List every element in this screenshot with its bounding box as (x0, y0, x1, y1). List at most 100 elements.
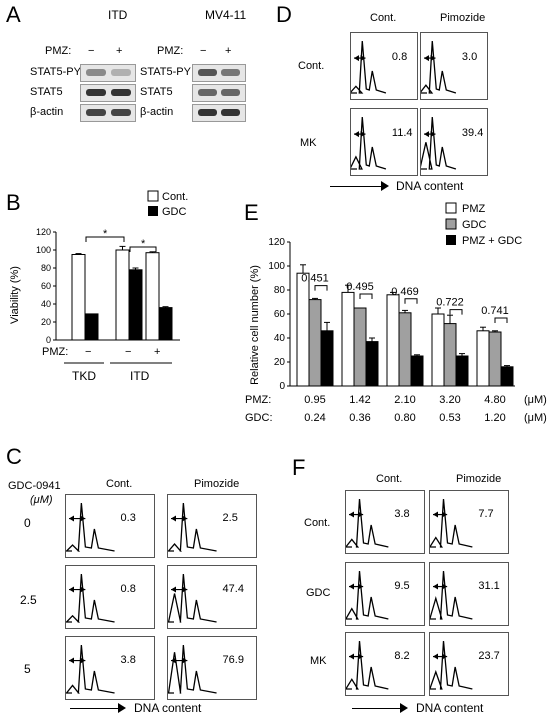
bar-b (158, 307, 173, 341)
bar-b (145, 252, 160, 341)
y-tick-label-b: 40 (41, 299, 51, 309)
ratio-bracket (494, 317, 508, 323)
subg1-percent: 11.4 (391, 127, 413, 140)
gate-arrowhead (358, 583, 364, 590)
histogram-panelC-r2-c1: 76.9 (167, 636, 257, 700)
histogram-curve (421, 40, 457, 94)
y-tick-label-e: 100 (268, 261, 285, 272)
y-tick-label-e: 80 (274, 285, 286, 296)
gate-arrowhead (442, 653, 448, 660)
bar-e (308, 299, 322, 387)
gate-arrowhead (424, 131, 429, 138)
legend-swatch-gdc (148, 206, 158, 216)
row-label-d-2: MK (300, 137, 317, 149)
histogram-panelF-r2-c1: 23.7 (429, 632, 509, 696)
histogram-curve (430, 640, 473, 690)
pmz-minus-left: − (88, 45, 95, 57)
histogram-panelF-r1-c1: 31.1 (429, 562, 509, 626)
histogram-panelC-r2-c0: 3.8 (65, 636, 155, 700)
ratio-label: 0.741 (481, 305, 509, 317)
row-label-c-3: 5 (24, 662, 31, 676)
bar-b (128, 269, 143, 341)
histogram-curve (351, 40, 387, 94)
subg1-percent: 3.0 (461, 51, 478, 64)
ratio-label: 0.722 (436, 297, 464, 309)
gate-arrowhead (171, 586, 176, 593)
histogram-trace (168, 573, 217, 623)
panel-label-d: D (276, 2, 292, 27)
blot-stat5py-itd (80, 64, 136, 82)
blot-title-itd: ITD (108, 8, 128, 22)
dna-label-f: DNA content (416, 701, 484, 715)
gate-arrowhead (358, 653, 364, 660)
histogram-curve (66, 644, 115, 694)
row-label-d-1: Cont. (298, 60, 325, 72)
histogram-trace (351, 40, 387, 94)
bar-e (320, 330, 334, 387)
blot-row-label-2: STAT5 (30, 86, 63, 98)
dna-arrowhead-f (400, 703, 408, 713)
gate-arrowhead (182, 515, 188, 522)
histogram-trace (421, 116, 457, 170)
group-label-itd: ITD (130, 369, 150, 383)
gate-arrowhead (424, 55, 429, 62)
chart-b: Cont. GDC Viability (%) 020406080100120 … (9, 190, 188, 383)
gdc-conc-label: 1.20 (484, 412, 505, 424)
gdc-title-c: GDC-0941 (8, 480, 61, 492)
blot-title-mv411: MV4-11 (205, 8, 247, 22)
bar-e (410, 355, 424, 387)
histogram-panelC-r0-c1: 2.5 (167, 494, 257, 558)
gate-arrowhead (182, 586, 188, 593)
col-title-d-cont: Cont. (370, 12, 397, 24)
gate-arrowhead (171, 515, 176, 522)
y-tick-label-b: 80 (41, 263, 51, 273)
histogram-panelF-r0-c0: 3.8 (345, 490, 425, 554)
histogram-panelF-r2-c0: 8.2 (345, 632, 425, 696)
histogram-curve (421, 116, 457, 170)
histogram-curve (168, 573, 217, 623)
gate-arrowhead (358, 511, 364, 518)
pmz-plus-right: + (225, 45, 232, 57)
row-label-c-2: 2.5 (20, 593, 37, 607)
gdc-conc-label: 0.36 (349, 412, 370, 424)
panel-label-f: F (292, 455, 306, 480)
y-tick-label-e: 20 (274, 357, 286, 368)
gdc-conc-label: 0.53 (439, 412, 460, 424)
subg1-percent: 2.5 (222, 511, 238, 524)
row-label-f-1: Cont. (304, 517, 331, 529)
gate-arrowhead (430, 131, 436, 138)
bar-b (71, 254, 86, 341)
gate-arrowhead (349, 511, 354, 518)
histogram-panelD-r0-c0: 0.8 (350, 32, 418, 100)
pmz-mark-2: − (125, 346, 131, 358)
panel-label-b: B (6, 190, 21, 215)
legend-text-combo: PMZ + GDC (462, 235, 522, 247)
dna-arrowhead-d (381, 181, 389, 191)
legend-swatch-cont (147, 190, 159, 202)
subg1-percent: 0.8 (391, 51, 408, 64)
gate-arrowhead (354, 131, 359, 138)
subg1-percent: 3.8 (394, 507, 410, 520)
unit-e-2: (μM) (524, 412, 547, 424)
pmz-minus-right: − (200, 45, 207, 57)
chart-e: PMZ GDC PMZ + GDC Relative cell number (… (245, 202, 547, 424)
histogram-curve (66, 573, 115, 623)
gate-arrowhead (80, 657, 86, 664)
sig-bracket-2 (129, 246, 157, 252)
gate-arrowhead (80, 586, 86, 593)
row-label-c-1: 0 (24, 516, 31, 530)
histogram-trace (430, 570, 473, 620)
bar-e (431, 313, 445, 387)
histogram-panelC-r1-c0: 0.8 (65, 565, 155, 629)
y-tick-label-b: 20 (41, 317, 51, 327)
y-tick-label-e: 60 (274, 309, 286, 320)
y-tick-label-e: 0 (279, 381, 285, 392)
blot-row-label-6: β-actin (140, 106, 174, 118)
sig-star-2: * (141, 238, 146, 250)
y-tick-label-b: 60 (41, 281, 51, 291)
bar-e (476, 330, 490, 387)
subg1-percent: 9.5 (394, 579, 410, 592)
histogram-trace (346, 498, 389, 548)
subg1-percent: 47.4 (222, 582, 244, 595)
pmz-conc-label: 4.80 (484, 394, 505, 406)
